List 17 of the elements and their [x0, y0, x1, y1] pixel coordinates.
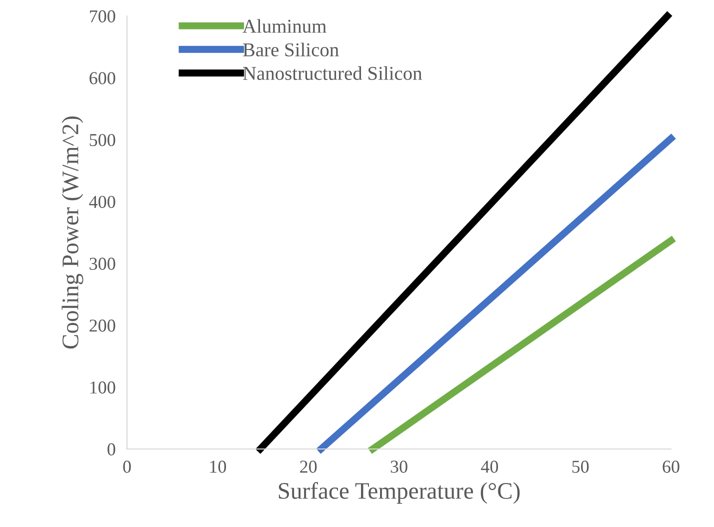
x-tick-label: 40: [480, 460, 498, 473]
y-tick-label: 700: [90, 10, 116, 22]
x-tick-label: 10: [210, 460, 226, 473]
x-tick-label: 60: [662, 460, 680, 473]
x-tick-label: 30: [390, 460, 408, 473]
y-tick-label: 500: [90, 134, 116, 146]
y-axis-title: Cooling Power (W/m^2): [62, 116, 84, 349]
y-tick-label: 600: [90, 72, 116, 84]
x-axis-title: Surface Temperature (°C): [278, 482, 520, 504]
x-tick-label: 0: [123, 460, 131, 473]
x-tick-label: 50: [572, 460, 589, 473]
y-tick-label: 0: [108, 443, 116, 456]
x-tick-label: 20: [300, 460, 317, 473]
y-tick-label: 400: [89, 196, 116, 208]
y-tick-label: 300: [90, 258, 116, 270]
y-tick-label: 100: [90, 381, 116, 394]
y-tick-label: 200: [90, 320, 116, 332]
